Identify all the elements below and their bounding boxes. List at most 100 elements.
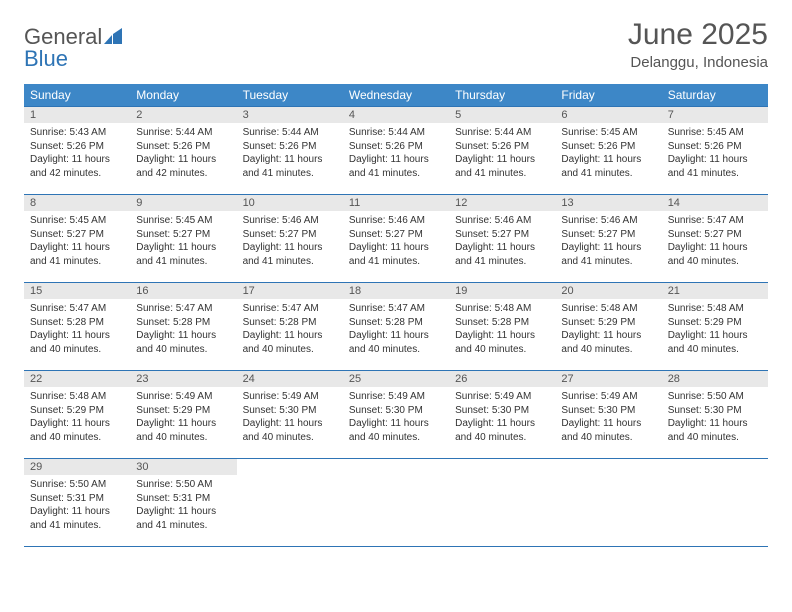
weekday-header: Saturday	[662, 84, 768, 107]
logo-chart-icon	[104, 28, 130, 44]
calendar-cell: 26Sunrise: 5:49 AMSunset: 5:30 PMDayligh…	[449, 371, 555, 459]
calendar-cell-empty	[449, 459, 555, 547]
calendar-cell: 5Sunrise: 5:44 AMSunset: 5:26 PMDaylight…	[449, 107, 555, 195]
day-details: Sunrise: 5:47 AMSunset: 5:27 PMDaylight:…	[662, 211, 768, 272]
calendar-cell: 22Sunrise: 5:48 AMSunset: 5:29 PMDayligh…	[24, 371, 130, 459]
day-details: Sunrise: 5:46 AMSunset: 5:27 PMDaylight:…	[449, 211, 555, 272]
day-details: Sunrise: 5:44 AMSunset: 5:26 PMDaylight:…	[343, 123, 449, 184]
day-number: 25	[343, 371, 449, 387]
day-details: Sunrise: 5:45 AMSunset: 5:26 PMDaylight:…	[662, 123, 768, 184]
day-details: Sunrise: 5:45 AMSunset: 5:27 PMDaylight:…	[24, 211, 130, 272]
calendar-cell: 4Sunrise: 5:44 AMSunset: 5:26 PMDaylight…	[343, 107, 449, 195]
day-details: Sunrise: 5:47 AMSunset: 5:28 PMDaylight:…	[24, 299, 130, 360]
calendar-cell: 8Sunrise: 5:45 AMSunset: 5:27 PMDaylight…	[24, 195, 130, 283]
day-number: 29	[24, 459, 130, 475]
weekday-header: Tuesday	[237, 84, 343, 107]
weekday-header: Friday	[555, 84, 661, 107]
calendar-cell: 9Sunrise: 5:45 AMSunset: 5:27 PMDaylight…	[130, 195, 236, 283]
day-details: Sunrise: 5:43 AMSunset: 5:26 PMDaylight:…	[24, 123, 130, 184]
calendar-cell: 28Sunrise: 5:50 AMSunset: 5:30 PMDayligh…	[662, 371, 768, 459]
day-number: 7	[662, 107, 768, 123]
calendar-row: 8Sunrise: 5:45 AMSunset: 5:27 PMDaylight…	[24, 195, 768, 283]
day-details: Sunrise: 5:48 AMSunset: 5:28 PMDaylight:…	[449, 299, 555, 360]
day-details: Sunrise: 5:48 AMSunset: 5:29 PMDaylight:…	[662, 299, 768, 360]
weekday-header-row: Sunday Monday Tuesday Wednesday Thursday…	[24, 84, 768, 107]
title-block: June 2025 Delanggu, Indonesia	[628, 18, 768, 71]
day-number: 27	[555, 371, 661, 387]
calendar-cell-empty	[555, 459, 661, 547]
day-number: 12	[449, 195, 555, 211]
day-details: Sunrise: 5:47 AMSunset: 5:28 PMDaylight:…	[130, 299, 236, 360]
day-number: 20	[555, 283, 661, 299]
calendar-cell: 10Sunrise: 5:46 AMSunset: 5:27 PMDayligh…	[237, 195, 343, 283]
calendar-cell: 29Sunrise: 5:50 AMSunset: 5:31 PMDayligh…	[24, 459, 130, 547]
day-details: Sunrise: 5:46 AMSunset: 5:27 PMDaylight:…	[343, 211, 449, 272]
day-details: Sunrise: 5:50 AMSunset: 5:31 PMDaylight:…	[24, 475, 130, 536]
day-details: Sunrise: 5:48 AMSunset: 5:29 PMDaylight:…	[24, 387, 130, 448]
calendar-cell: 2Sunrise: 5:44 AMSunset: 5:26 PMDaylight…	[130, 107, 236, 195]
day-number: 18	[343, 283, 449, 299]
day-number: 17	[237, 283, 343, 299]
calendar-cell: 25Sunrise: 5:49 AMSunset: 5:30 PMDayligh…	[343, 371, 449, 459]
day-number: 28	[662, 371, 768, 387]
calendar-cell: 1Sunrise: 5:43 AMSunset: 5:26 PMDaylight…	[24, 107, 130, 195]
day-number: 19	[449, 283, 555, 299]
calendar-row: 1Sunrise: 5:43 AMSunset: 5:26 PMDaylight…	[24, 107, 768, 195]
calendar-cell: 17Sunrise: 5:47 AMSunset: 5:28 PMDayligh…	[237, 283, 343, 371]
calendar-cell: 12Sunrise: 5:46 AMSunset: 5:27 PMDayligh…	[449, 195, 555, 283]
calendar-cell: 15Sunrise: 5:47 AMSunset: 5:28 PMDayligh…	[24, 283, 130, 371]
calendar-cell: 11Sunrise: 5:46 AMSunset: 5:27 PMDayligh…	[343, 195, 449, 283]
brand-part2: Blue	[24, 46, 68, 71]
day-details: Sunrise: 5:45 AMSunset: 5:26 PMDaylight:…	[555, 123, 661, 184]
weekday-header: Sunday	[24, 84, 130, 107]
day-number: 9	[130, 195, 236, 211]
day-number: 30	[130, 459, 236, 475]
day-number: 24	[237, 371, 343, 387]
calendar-body: 1Sunrise: 5:43 AMSunset: 5:26 PMDaylight…	[24, 107, 768, 547]
day-details: Sunrise: 5:46 AMSunset: 5:27 PMDaylight:…	[555, 211, 661, 272]
day-details: Sunrise: 5:50 AMSunset: 5:31 PMDaylight:…	[130, 475, 236, 536]
calendar-cell: 19Sunrise: 5:48 AMSunset: 5:28 PMDayligh…	[449, 283, 555, 371]
calendar-cell: 24Sunrise: 5:49 AMSunset: 5:30 PMDayligh…	[237, 371, 343, 459]
calendar-cell: 13Sunrise: 5:46 AMSunset: 5:27 PMDayligh…	[555, 195, 661, 283]
day-number: 2	[130, 107, 236, 123]
day-details: Sunrise: 5:49 AMSunset: 5:30 PMDaylight:…	[555, 387, 661, 448]
weekday-header: Wednesday	[343, 84, 449, 107]
day-number: 8	[24, 195, 130, 211]
day-number: 11	[343, 195, 449, 211]
calendar-cell-empty	[237, 459, 343, 547]
calendar-cell: 6Sunrise: 5:45 AMSunset: 5:26 PMDaylight…	[555, 107, 661, 195]
day-number: 5	[449, 107, 555, 123]
calendar-cell: 7Sunrise: 5:45 AMSunset: 5:26 PMDaylight…	[662, 107, 768, 195]
day-number: 23	[130, 371, 236, 387]
day-details: Sunrise: 5:44 AMSunset: 5:26 PMDaylight:…	[130, 123, 236, 184]
day-details: Sunrise: 5:49 AMSunset: 5:29 PMDaylight:…	[130, 387, 236, 448]
day-details: Sunrise: 5:47 AMSunset: 5:28 PMDaylight:…	[237, 299, 343, 360]
day-details: Sunrise: 5:49 AMSunset: 5:30 PMDaylight:…	[449, 387, 555, 448]
day-number: 15	[24, 283, 130, 299]
calendar-cell-empty	[343, 459, 449, 547]
day-number: 26	[449, 371, 555, 387]
calendar-cell-empty	[662, 459, 768, 547]
calendar-cell: 30Sunrise: 5:50 AMSunset: 5:31 PMDayligh…	[130, 459, 236, 547]
day-number: 3	[237, 107, 343, 123]
calendar-cell: 16Sunrise: 5:47 AMSunset: 5:28 PMDayligh…	[130, 283, 236, 371]
day-number: 13	[555, 195, 661, 211]
day-number: 10	[237, 195, 343, 211]
calendar-cell: 20Sunrise: 5:48 AMSunset: 5:29 PMDayligh…	[555, 283, 661, 371]
calendar-row: 15Sunrise: 5:47 AMSunset: 5:28 PMDayligh…	[24, 283, 768, 371]
header: GeneralBlue June 2025 Delanggu, Indonesi…	[24, 18, 768, 72]
brand-logo: GeneralBlue	[24, 18, 132, 72]
calendar-cell: 27Sunrise: 5:49 AMSunset: 5:30 PMDayligh…	[555, 371, 661, 459]
calendar-cell: 3Sunrise: 5:44 AMSunset: 5:26 PMDaylight…	[237, 107, 343, 195]
day-details: Sunrise: 5:49 AMSunset: 5:30 PMDaylight:…	[237, 387, 343, 448]
day-number: 14	[662, 195, 768, 211]
calendar-table: Sunday Monday Tuesday Wednesday Thursday…	[24, 84, 768, 547]
page-title: June 2025	[628, 18, 768, 52]
day-number: 1	[24, 107, 130, 123]
day-details: Sunrise: 5:46 AMSunset: 5:27 PMDaylight:…	[237, 211, 343, 272]
calendar-cell: 21Sunrise: 5:48 AMSunset: 5:29 PMDayligh…	[662, 283, 768, 371]
day-number: 16	[130, 283, 236, 299]
day-number: 22	[24, 371, 130, 387]
day-details: Sunrise: 5:44 AMSunset: 5:26 PMDaylight:…	[449, 123, 555, 184]
